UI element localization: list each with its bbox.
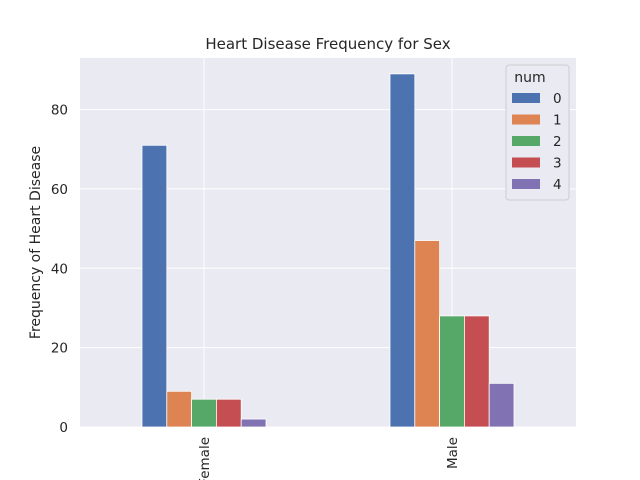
y-tick-label: 80	[51, 103, 68, 119]
legend-label-3: 3	[553, 156, 562, 172]
legend-label-1: 1	[553, 113, 562, 129]
y-tick-label: 20	[51, 341, 68, 357]
y-tick-label: 40	[51, 261, 68, 277]
bar-male-series-3: 3: 28	[463, 315, 490, 427]
x-tick-labels: Female Male	[197, 437, 461, 480]
legend-title: num	[514, 70, 545, 86]
legend-swatch-2	[512, 136, 540, 146]
bar-female-series-0: 0: 71	[141, 144, 168, 427]
legend-label-2: 2	[553, 134, 562, 150]
legend: num 0 1 2 3 4	[505, 64, 570, 201]
bar-female-series-3: 3: 7	[215, 398, 242, 427]
x-tick-label: Male	[445, 437, 461, 469]
bar-male-series-0: 0: 89	[389, 73, 416, 427]
legend-swatch-4	[512, 179, 540, 189]
bar-female-series-2: 2: 7	[191, 398, 217, 427]
legend-swatch-3	[512, 157, 540, 168]
chart-title: Heart Disease Frequency for Sex	[205, 35, 450, 53]
bar-female-series-1: 1: 9	[166, 390, 193, 427]
y-tick-label: 0	[59, 420, 68, 436]
bar-male-series-1: 1: 47	[414, 240, 440, 427]
y-axis-label: Frequency of Heart Disease	[28, 146, 44, 339]
legend-swatch-0	[512, 93, 540, 103]
legend-label-4: 4	[553, 177, 562, 193]
y-tick-labels: 0 20 40 60 80	[51, 103, 68, 436]
bars: 0: 711: 92: 73: 74: 2 0: 891: 472: 283: 2…	[141, 73, 515, 427]
x-tick-label: Female	[197, 437, 213, 480]
bar-male-series-4: 4: 11	[488, 382, 515, 427]
bar-male-series-2: 2: 28	[439, 315, 465, 427]
legend-label-0: 0	[553, 91, 562, 107]
y-tick-label: 60	[51, 182, 68, 198]
bar-female-series-4: 4: 2	[240, 418, 267, 427]
legend-swatch-1	[512, 114, 540, 125]
